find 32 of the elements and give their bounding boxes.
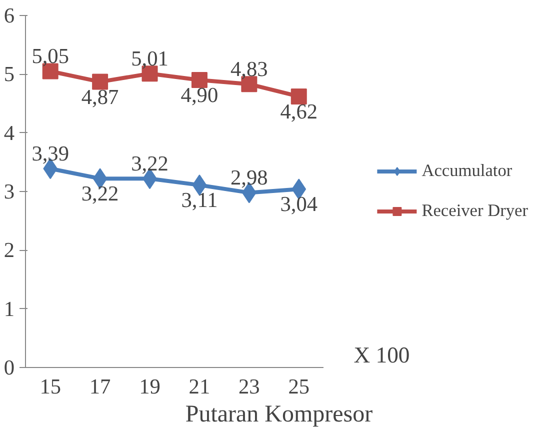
data-label: 3,22 [131,152,168,176]
point [290,88,307,104]
point [92,74,108,90]
legend-label: Accumulator [422,161,512,181]
x-tick-label: 23 [238,374,260,398]
data-label: 5,01 [131,46,168,71]
data-label: 4,83 [230,57,268,82]
data-label: 4,87 [81,84,120,109]
y-tick-label: 2 [4,238,15,262]
y-tick-label: 3 [4,180,15,204]
x-tick-label: 21 [188,374,210,398]
data-label: 3,39 [32,142,70,166]
text: X 100 [354,342,410,368]
data-label: 4,62 [280,99,318,124]
data-label: 3,11 [181,188,218,212]
y-tick-label: 6 [4,4,15,28]
x-tick-label: 19 [139,374,160,398]
data-label: 3,22 [81,182,119,206]
data-label: 3,04 [280,192,318,216]
x-tick-label: 15 [40,374,62,398]
y-tick-label: 1 [4,296,15,321]
data-label: 2,98 [230,166,268,190]
y-tick-label: 4 [4,120,15,145]
x-tick-label: 17 [89,374,112,398]
x-tick-label: 25 [288,374,310,398]
point [191,72,208,88]
data-label: 4,90 [180,83,218,108]
legend-label: Receiver Dryer [422,201,528,221]
data-label: 5,05 [32,44,70,68]
x-axis-title: Putaran Kompresor [185,402,373,428]
y-tick-label: 0 [4,356,15,380]
y-tick-label: 5 [4,62,15,86]
